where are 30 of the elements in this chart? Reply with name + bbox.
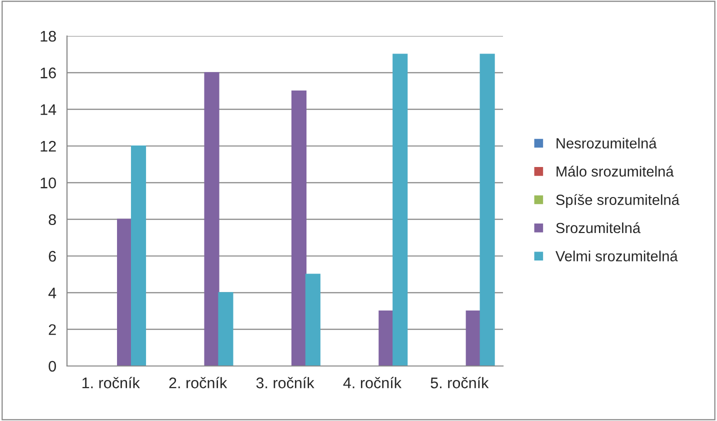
bar [117, 218, 132, 366]
x-tick-label: 2. ročník [169, 376, 228, 388]
y-tick-label: 12 [40, 140, 56, 152]
y-tick-label: 16 [40, 68, 56, 78]
bar [480, 54, 495, 366]
legend-label: Málo srozumitelná [556, 166, 674, 177]
y-tick-label: 8 [48, 214, 56, 226]
legend-label: Nesrozumitelná [556, 138, 657, 148]
y-tick-label: 0 [48, 360, 56, 372]
bar [305, 274, 320, 366]
x-tick-label: 5. ročník [430, 376, 489, 388]
bar [466, 310, 481, 366]
x-tick-label: 4. ročník [343, 376, 402, 388]
legend-label: Spíše srozumitelná [556, 194, 680, 208]
x-tick-label: 1. ročník [82, 376, 140, 388]
y-tick-label: 4 [48, 288, 56, 298]
bar [130, 145, 146, 366]
legend-label: Srozumitelná [556, 222, 641, 234]
x-tick-label: 3. ročník [256, 376, 314, 388]
y-tick-label: 10 [40, 178, 56, 188]
y-tick-label: 18 [40, 30, 56, 42]
bar [291, 90, 306, 366]
bar [204, 72, 220, 366]
y-tick-label: 6 [48, 250, 56, 262]
bar [378, 310, 394, 366]
bar [392, 54, 408, 366]
bar [218, 292, 234, 366]
y-tick-label: 2 [48, 324, 56, 335]
y-tick-label: 14 [40, 104, 56, 115]
legend-label: Velmi srozumitelná [556, 250, 678, 262]
